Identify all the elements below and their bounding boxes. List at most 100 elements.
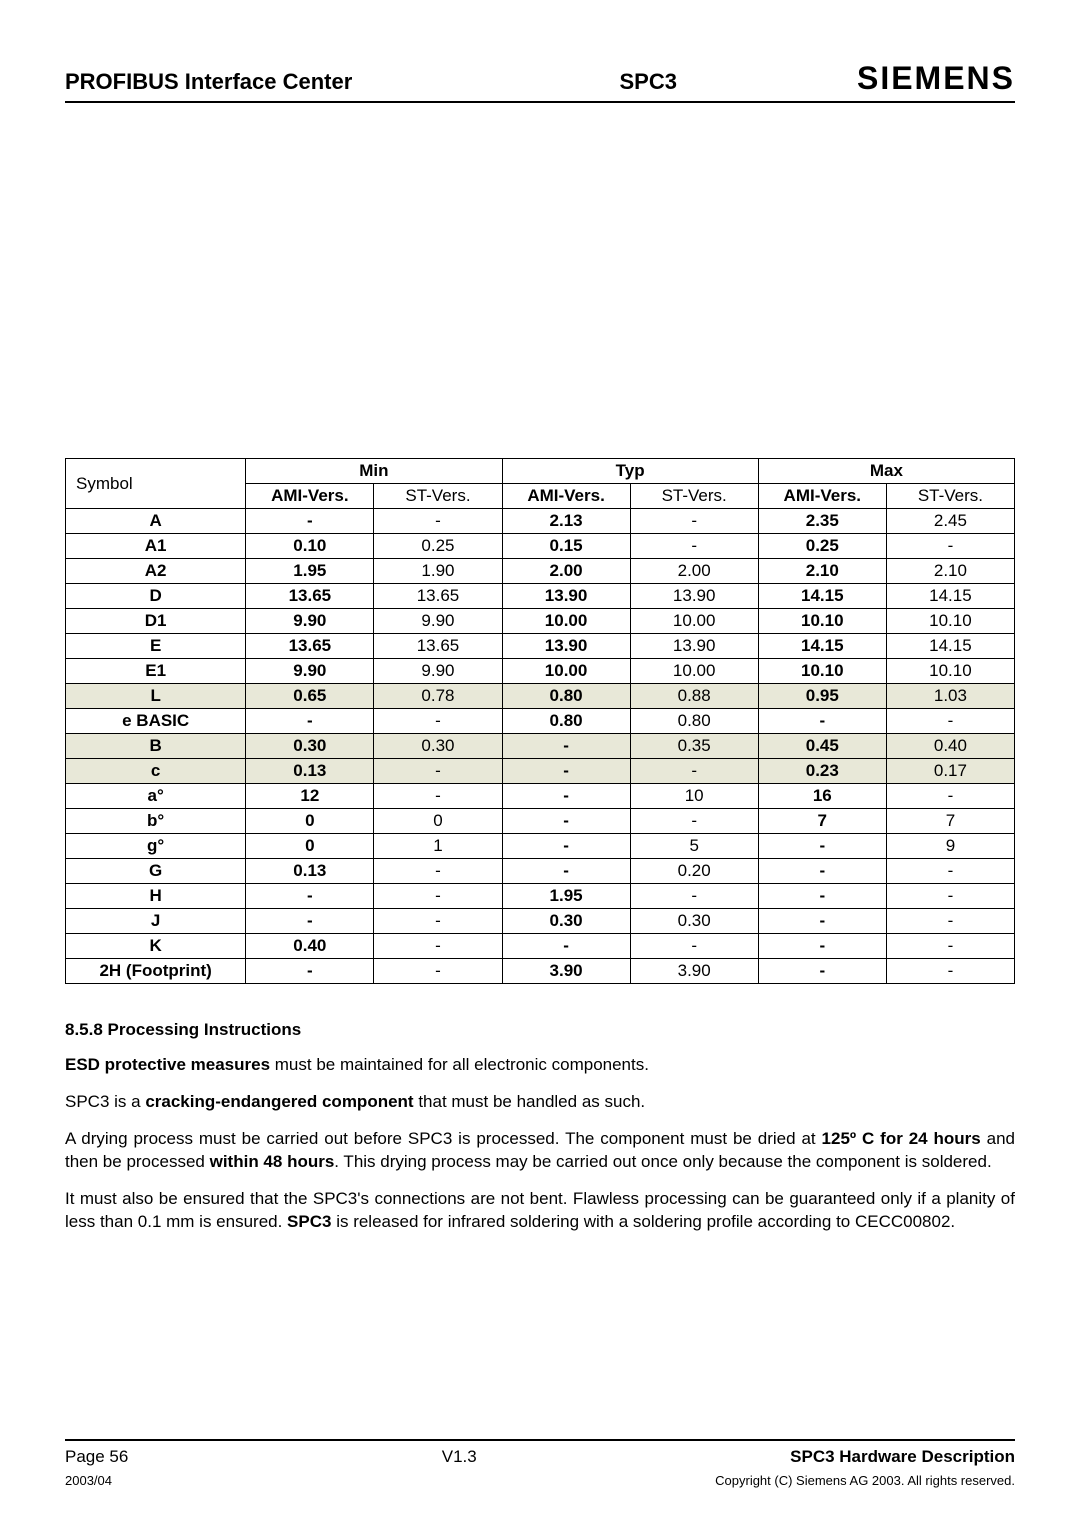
cell-value: 0.23	[758, 759, 886, 784]
cell-value: -	[502, 834, 630, 859]
cell-value: 2.10	[758, 559, 886, 584]
cell-value: -	[502, 859, 630, 884]
table-row: c0.13---0.230.17	[66, 759, 1015, 784]
cell-value: 0	[246, 834, 374, 859]
cell-symbol: g°	[66, 834, 246, 859]
cell-value: -	[374, 509, 502, 534]
table-row: b°00--77	[66, 809, 1015, 834]
cell-value: 1	[374, 834, 502, 859]
page-header: PROFIBUS Interface Center SPC3 SIEMENS	[65, 60, 1015, 103]
cell-value: 10.00	[630, 659, 758, 684]
cell-value: 2.35	[758, 509, 886, 534]
cell-value: 13.65	[246, 584, 374, 609]
cell-value: 13.65	[374, 584, 502, 609]
cell-symbol: E	[66, 634, 246, 659]
subcol: ST-Vers.	[374, 484, 502, 509]
cell-value: -	[630, 809, 758, 834]
cell-value: 0.65	[246, 684, 374, 709]
cell-value: 12	[246, 784, 374, 809]
cell-value: 1.03	[886, 684, 1014, 709]
col-symbol: Symbol	[66, 459, 246, 509]
table-row: A--2.13-2.352.45	[66, 509, 1015, 534]
paragraph-esd: ESD protective measures must be maintain…	[65, 1054, 1015, 1077]
cell-value: -	[758, 909, 886, 934]
cell-value: -	[374, 759, 502, 784]
cell-value: 7	[886, 809, 1014, 834]
section-heading: 8.5.8 Processing Instructions	[65, 1020, 1015, 1040]
text: SPC3 is a	[65, 1092, 145, 1111]
cell-value: -	[758, 959, 886, 984]
table-row: A10.100.250.15-0.25-	[66, 534, 1015, 559]
cell-value: -	[758, 884, 886, 909]
table-row: E13.6513.6513.9013.9014.1514.15	[66, 634, 1015, 659]
footer-page: Page 56	[65, 1447, 128, 1467]
footer-copyright: Copyright (C) Siemens AG 2003. All right…	[715, 1473, 1015, 1488]
text-bold: within 48 hours	[210, 1152, 335, 1171]
cell-value: 2.00	[502, 559, 630, 584]
paragraph-drying: A drying process must be carried out bef…	[65, 1128, 1015, 1174]
cell-value: 0.30	[246, 734, 374, 759]
text-bold: ESD protective measures	[65, 1055, 270, 1074]
cell-value: -	[886, 959, 1014, 984]
cell-value: -	[758, 934, 886, 959]
paragraph-planity: It must also be ensured that the SPC3's …	[65, 1188, 1015, 1234]
subcol: AMI-Vers.	[502, 484, 630, 509]
cell-value: 0.15	[502, 534, 630, 559]
cell-value: 0.80	[630, 709, 758, 734]
cell-value: -	[886, 909, 1014, 934]
col-min: Min	[246, 459, 502, 484]
cell-value: -	[886, 859, 1014, 884]
cell-value: 3.90	[630, 959, 758, 984]
cell-value: -	[630, 509, 758, 534]
cell-value: 0.30	[502, 909, 630, 934]
col-typ: Typ	[502, 459, 758, 484]
cell-value: 0.35	[630, 734, 758, 759]
table-row: g°01-5-9	[66, 834, 1015, 859]
cell-symbol: D	[66, 584, 246, 609]
text: A drying process must be carried out bef…	[65, 1129, 822, 1148]
cell-value: -	[374, 709, 502, 734]
cell-value: 0.78	[374, 684, 502, 709]
table-row: A21.951.902.002.002.102.10	[66, 559, 1015, 584]
cell-value: -	[246, 884, 374, 909]
table-row: e BASIC--0.800.80--	[66, 709, 1015, 734]
dimensions-table: Symbol Min Typ Max AMI-Vers. ST-Vers. AM…	[65, 458, 1015, 984]
cell-symbol: e BASIC	[66, 709, 246, 734]
cell-value: 0.40	[886, 734, 1014, 759]
footer-title: SPC3 Hardware Description	[790, 1447, 1015, 1467]
cell-value: 9	[886, 834, 1014, 859]
cell-value: -	[374, 784, 502, 809]
cell-value: 0.25	[374, 534, 502, 559]
cell-value: 1.95	[246, 559, 374, 584]
cell-value: -	[886, 709, 1014, 734]
page-footer: Page 56 V1.3 SPC3 Hardware Description 2…	[65, 1439, 1015, 1488]
table-row: a°12--1016-	[66, 784, 1015, 809]
text-bold: cracking-endangered component	[145, 1092, 413, 1111]
cell-value: -	[374, 909, 502, 934]
cell-value: -	[886, 534, 1014, 559]
cell-symbol: K	[66, 934, 246, 959]
cell-value: 13.65	[374, 634, 502, 659]
cell-value: -	[502, 759, 630, 784]
cell-value: 0.80	[502, 709, 630, 734]
cell-value: 10.10	[758, 609, 886, 634]
cell-value: -	[886, 784, 1014, 809]
cell-symbol: B	[66, 734, 246, 759]
footer-top-row: Page 56 V1.3 SPC3 Hardware Description	[65, 1439, 1015, 1467]
footer-version: V1.3	[442, 1447, 477, 1467]
cell-value: 0.25	[758, 534, 886, 559]
cell-value: 13.90	[502, 634, 630, 659]
cell-value: -	[374, 859, 502, 884]
text: must be maintained for all electronic co…	[270, 1055, 649, 1074]
cell-value: -	[246, 709, 374, 734]
cell-value: 0.88	[630, 684, 758, 709]
subcol: AMI-Vers.	[246, 484, 374, 509]
cell-symbol: 2H (Footprint)	[66, 959, 246, 984]
cell-value: 9.90	[374, 609, 502, 634]
table-row: D13.6513.6513.9013.9014.1514.15	[66, 584, 1015, 609]
subcol: ST-Vers.	[886, 484, 1014, 509]
cell-symbol: L	[66, 684, 246, 709]
cell-value: 10	[630, 784, 758, 809]
cell-value: 2.13	[502, 509, 630, 534]
col-max: Max	[758, 459, 1014, 484]
